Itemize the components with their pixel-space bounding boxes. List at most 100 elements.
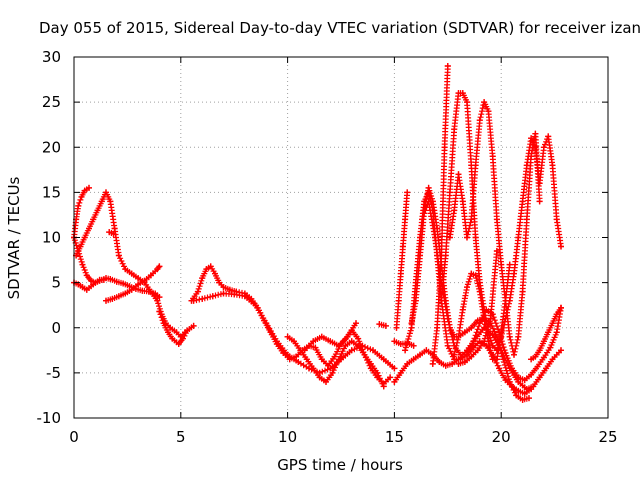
x-axis-title: GPS time / hours [277,456,403,474]
data-point [432,234,438,241]
data-point [410,356,417,363]
axis-ticks: 0 5 10 15 20 25 -10 -5 0 5 10 15 20 25 30 [37,48,618,446]
data-point [115,252,122,259]
data-point [78,193,85,200]
data-point [558,347,564,354]
data-point [382,322,389,329]
data-point [216,279,223,286]
data-point [436,359,443,365]
data-point [515,333,522,340]
series-layer [71,63,564,403]
data-point [502,350,509,356]
data-point [408,320,415,327]
data-point [329,369,336,376]
data-point [549,356,556,363]
data-point [515,387,522,394]
data-point [444,342,451,349]
data-point [109,295,116,302]
data-point [523,216,530,223]
data-point [528,153,535,160]
data-point [558,243,564,250]
data-point [449,360,456,367]
data-point [348,338,355,345]
data-point [455,171,462,178]
series-arc-21 [446,99,543,358]
data-point [476,117,483,124]
data-point [110,230,117,237]
data-point [532,353,539,360]
data-point [451,126,458,133]
data-point [81,234,88,241]
data-point [476,320,483,327]
data-point [468,270,475,277]
data-point [468,324,475,331]
data-point [100,276,107,283]
data-point [147,272,154,279]
data-point [327,365,334,372]
series-arc-6 [106,229,117,237]
data-point [532,130,539,137]
data-point [470,338,477,345]
data-point [545,329,552,336]
data-point [316,374,323,381]
data-point [160,320,167,327]
data-point [295,359,302,365]
data-point [207,263,214,270]
series-arc-19 [429,63,451,367]
data-point [402,216,409,223]
data-point [429,360,436,367]
data-point [106,229,113,236]
data-point [90,281,97,288]
data-point [122,266,129,273]
data-point [472,272,479,279]
data-point [441,144,448,151]
data-point [468,216,475,223]
data-point [135,275,142,282]
data-point [141,277,148,284]
data-point [444,63,451,69]
series-arc-15 [393,189,411,331]
data-point [455,333,462,340]
data-point [472,234,479,241]
data-point [103,297,109,304]
data-point [353,320,359,327]
data-point [380,356,387,363]
data-point [468,353,475,360]
chart-title: Day 055 of 2015, Sidereal Day-to-day VTE… [39,19,640,37]
data-point [444,315,451,322]
data-point [442,362,449,369]
data-point [438,297,445,304]
data-point [335,356,342,363]
data-point [348,347,355,354]
data-point [323,378,329,385]
series-arc-20 [438,90,564,354]
data-point [327,338,334,345]
data-point [549,162,556,169]
data-point [455,360,462,367]
data-point [165,329,171,336]
data-point [98,198,105,205]
data-point [241,293,248,300]
data-point [540,144,547,151]
data-point [139,287,146,294]
data-point [122,290,129,297]
data-point [474,347,481,354]
data-point [410,342,417,349]
data-point [502,297,509,304]
data-point [451,207,458,214]
data-point [487,315,494,322]
y-tick-label: 15 [42,183,61,201]
data-point [461,329,468,336]
data-point [370,347,376,354]
data-point [391,378,398,385]
y-tick-label: 25 [42,93,61,111]
series-arc-11 [301,320,359,354]
data-point [476,288,483,295]
data-point [120,280,127,287]
series-arc-23 [455,248,500,367]
data-point [83,286,90,293]
series-arc-24 [528,304,564,363]
data-point [374,369,381,376]
data-point [425,198,432,205]
data-point [318,356,325,363]
